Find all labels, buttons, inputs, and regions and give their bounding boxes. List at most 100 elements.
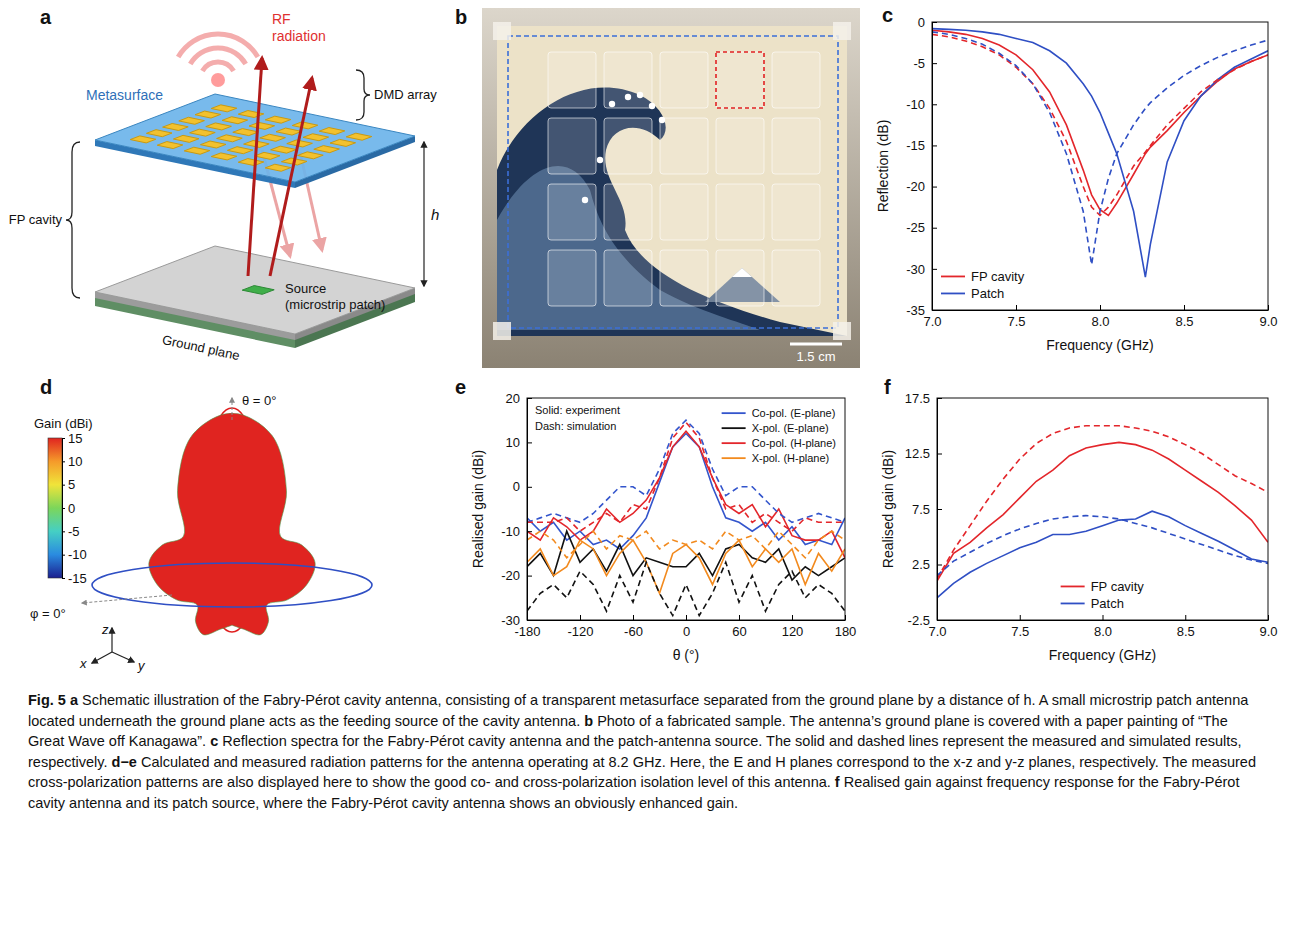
y-tick-label: -15 xyxy=(906,138,925,153)
y-tick-label: -30 xyxy=(501,613,520,628)
dmd-cell xyxy=(330,139,356,146)
series-line xyxy=(527,531,845,580)
source-detail-label: (microstrip patch) xyxy=(285,297,385,312)
colorbar-tick-label: -10 xyxy=(68,547,87,562)
y-tick: -2.5 xyxy=(908,613,942,628)
y-axis-line xyxy=(527,399,528,621)
y-axis-line xyxy=(932,23,933,311)
y-tick: 0 xyxy=(918,15,937,30)
dmd-cell xyxy=(211,105,237,112)
annotation: Dash: simulation xyxy=(535,420,616,432)
phi-label: φ = 0° xyxy=(30,606,66,621)
legend-swatch xyxy=(941,276,965,278)
y-tick-mark xyxy=(932,104,937,105)
photo xyxy=(482,8,860,368)
x-tick: 60 xyxy=(732,615,746,639)
dmd-cell xyxy=(249,122,275,129)
x-tick-label: 7.5 xyxy=(1011,624,1029,639)
y-tick: -15 xyxy=(906,138,937,153)
plot-frame xyxy=(937,398,1268,620)
panel-letter: a xyxy=(40,6,52,28)
y-tick: -10 xyxy=(906,97,937,112)
y-tick-label: -20 xyxy=(906,179,925,194)
metasurface-tile xyxy=(716,250,764,306)
y-tick-label: -20 xyxy=(501,568,520,583)
plot-lines xyxy=(932,29,1268,278)
ground-plane xyxy=(95,246,415,334)
colorbar-tick: 10 xyxy=(62,454,82,469)
panel-letter: e xyxy=(455,376,466,398)
y-tick: -25 xyxy=(906,220,937,235)
x-tick-label: 9.0 xyxy=(1259,314,1277,329)
axis-triad xyxy=(112,652,134,662)
y-tick-label: 20 xyxy=(506,391,520,406)
panel-b: b1.5 cm xyxy=(455,6,860,368)
y-tick-label: -35 xyxy=(906,303,925,318)
legend-swatch xyxy=(722,442,746,444)
y-axis-title: Realised gain (dBi) xyxy=(880,450,896,568)
metasurface-tile xyxy=(660,52,708,108)
x-axis-line xyxy=(933,310,1269,311)
dmd-cell xyxy=(173,135,199,142)
axis-name: x xyxy=(79,656,87,671)
panel-e: e-180-120-60060120180-30-20-1001020θ (°)… xyxy=(455,376,856,663)
x-tick-label: 0 xyxy=(683,624,690,639)
rf-wave xyxy=(178,34,258,57)
series-line xyxy=(527,431,845,558)
dmd-cell xyxy=(254,152,280,159)
colorbar-tick: 5 xyxy=(62,477,75,492)
colorbar-tick-mark xyxy=(62,578,65,579)
legend: FP cavityPatch xyxy=(941,269,1025,301)
x-tick-mark xyxy=(739,615,740,620)
x-axis: 7.07.58.08.59.0 xyxy=(923,305,1277,329)
x-tick-label: 7.5 xyxy=(1007,314,1025,329)
colorbar-tick-mark xyxy=(62,508,65,509)
dmd-cell xyxy=(260,134,286,141)
colorbar-tick-mark xyxy=(62,461,65,462)
y-tick-label: 0 xyxy=(918,15,925,30)
metasurface-tile xyxy=(604,52,652,108)
x-tick: 9.0 xyxy=(1259,615,1277,639)
colorbar xyxy=(48,438,62,578)
colorbar-tick: 15 xyxy=(62,431,82,446)
tape xyxy=(493,22,511,40)
dmd-cell xyxy=(195,111,221,118)
y-tick-mark xyxy=(937,398,942,399)
y-tick: -5 xyxy=(913,56,937,71)
y-axis: -30 -20 -10 0 10 20 xyxy=(501,391,532,628)
y-tick-mark xyxy=(937,565,942,566)
y-tick-label: 12.5 xyxy=(905,446,930,461)
tape xyxy=(833,22,851,40)
x-tick: 9.0 xyxy=(1259,305,1277,329)
azimuth-cut xyxy=(92,563,372,607)
x-tick: -60 xyxy=(624,615,643,639)
x-tick-mark xyxy=(1184,305,1185,310)
series-line xyxy=(527,422,845,531)
axis-name: z xyxy=(101,622,109,637)
x-tick-mark xyxy=(1103,615,1104,620)
y-tick: 10 xyxy=(506,435,532,450)
y-tick-label: 0 xyxy=(513,479,520,494)
source-patch xyxy=(242,286,274,295)
panel-d: dθ = 0°φ = 0°zxy-15-10-5051015Gain (dBi) xyxy=(30,376,372,673)
colorbar-tick-label: 15 xyxy=(68,431,82,446)
caption: Fig. 5 a Schematic illustration of the F… xyxy=(28,690,1263,813)
x-axis-line xyxy=(528,620,846,621)
y-tick-label: -10 xyxy=(501,524,520,539)
y-tick-label: -5 xyxy=(913,56,925,71)
theta-label: θ = 0° xyxy=(242,393,276,408)
y-tick: 2.5 xyxy=(912,557,942,572)
legend: Co-pol. (E-plane)X-pol. (E-plane)Co-pol.… xyxy=(722,407,836,464)
x-tick: 8.0 xyxy=(1094,615,1112,639)
x-tick-label: 9.0 xyxy=(1259,624,1277,639)
y-tick-mark xyxy=(527,442,532,443)
panel-letter: d xyxy=(40,376,52,398)
y-tick-mark xyxy=(527,576,532,577)
y-tick: -20 xyxy=(501,568,532,583)
y-tick-label: -30 xyxy=(906,262,925,277)
y-tick-mark xyxy=(527,620,532,621)
colorbar-tick-mark xyxy=(62,531,65,532)
x-tick-mark xyxy=(1016,305,1017,310)
dmd-cell xyxy=(190,129,216,136)
dmd-cell xyxy=(292,122,318,129)
